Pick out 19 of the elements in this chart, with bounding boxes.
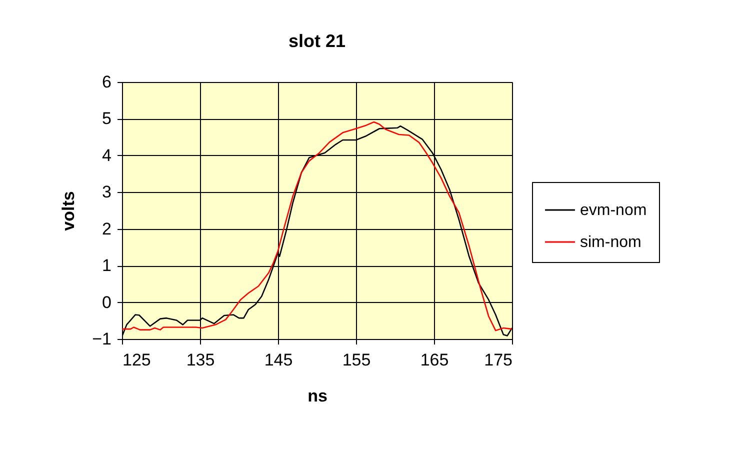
x-tick-label: 175 — [484, 350, 512, 370]
y-tick-label: 4 — [102, 146, 112, 165]
x-tick-label: 125 — [122, 350, 151, 370]
y-tick-label: 3 — [102, 182, 112, 202]
y-tick-label: 1 — [102, 256, 112, 276]
y-tick-label: −1 — [92, 330, 112, 348]
y-tick-label: 5 — [102, 109, 112, 128]
x-tick-label: 145 — [264, 350, 293, 370]
legend-label: sim-nom — [580, 234, 642, 251]
x-tick-label: 155 — [342, 350, 371, 370]
x-axis-title: ns — [308, 386, 328, 406]
y-tick-label: 0 — [102, 292, 112, 312]
legend-label: evm-nom — [580, 202, 647, 219]
y-axis-title: volts — [59, 191, 78, 231]
x-tick-label: 135 — [186, 350, 215, 370]
x-tick-label: 165 — [420, 350, 449, 370]
y-tick-label: 2 — [102, 219, 112, 238]
chart-title: slot 21 — [288, 31, 346, 51]
y-tick-label: 6 — [102, 72, 112, 92]
